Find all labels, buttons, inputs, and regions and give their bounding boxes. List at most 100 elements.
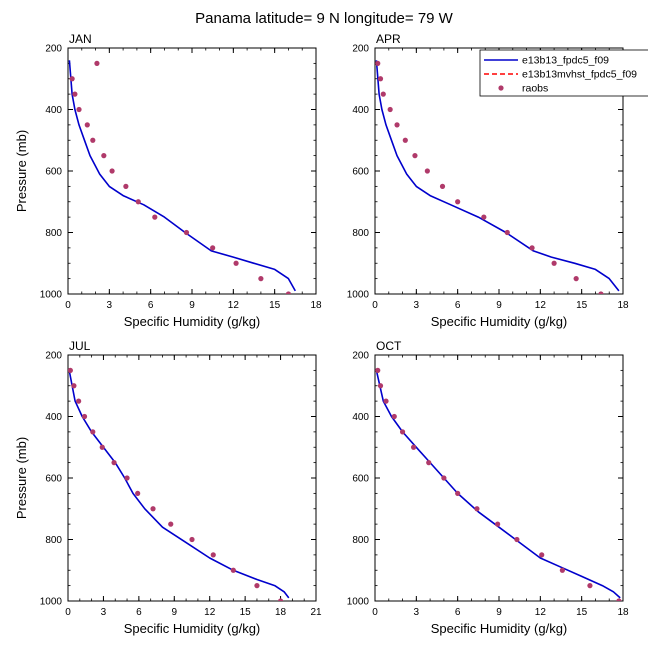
y-tick-label: 200 bbox=[352, 44, 369, 55]
panel-title: JUL bbox=[69, 339, 91, 353]
raobs-point bbox=[94, 60, 100, 66]
raobs-point bbox=[254, 583, 260, 589]
y-tick-label: 200 bbox=[45, 44, 62, 55]
x-tick-label: 12 bbox=[535, 300, 547, 311]
raobs-point bbox=[168, 521, 174, 527]
raobs-point bbox=[598, 291, 604, 294]
x-axis-label: Specific Humidity (g/kg) bbox=[431, 621, 568, 636]
raobs-point bbox=[375, 60, 381, 66]
raobs-point bbox=[375, 367, 381, 373]
legend: e13b13_fpdc5_f09 e13b13mvhst_fpdc5_f09rao… bbox=[479, 49, 648, 97]
raobs-point bbox=[391, 413, 397, 420]
x-tick-label: 9 bbox=[172, 607, 178, 618]
x-tick-label: 0 bbox=[65, 607, 71, 618]
legend-label: e13b13mvhst_fpdc5_f09 bbox=[522, 69, 637, 81]
series-line-e13b13_fpdc5_f09 bbox=[375, 60, 620, 292]
raobs-point bbox=[230, 567, 236, 573]
legend-box bbox=[479, 49, 648, 97]
y-tick-label: 400 bbox=[352, 412, 369, 423]
raobs-point bbox=[109, 168, 115, 174]
raobs-point bbox=[152, 214, 158, 220]
y-axis-label: Pressure (mb) bbox=[14, 437, 29, 519]
raobs-point bbox=[402, 137, 408, 143]
raobs-point bbox=[424, 168, 430, 174]
x-tick-label: 6 bbox=[455, 607, 461, 618]
raobs-point bbox=[123, 183, 129, 189]
raobs-point bbox=[455, 490, 461, 496]
panel-title: JAN bbox=[69, 32, 92, 46]
raobs-point bbox=[277, 598, 284, 601]
raobs-point bbox=[68, 367, 73, 373]
y-tick-label: 800 bbox=[45, 535, 62, 546]
x-tick-label: 6 bbox=[148, 300, 154, 311]
raobs-point bbox=[84, 122, 90, 128]
x-tick-label: 15 bbox=[269, 300, 281, 311]
y-tick-label: 1000 bbox=[40, 290, 63, 301]
raobs-point bbox=[514, 536, 520, 543]
x-tick-label: 0 bbox=[372, 300, 378, 311]
raobs-point bbox=[551, 260, 557, 266]
x-tick-label: 21 bbox=[310, 607, 322, 618]
raobs-point bbox=[383, 398, 389, 404]
x-axis-label: Specific Humidity (g/kg) bbox=[124, 621, 261, 636]
x-tick-label: 9 bbox=[496, 300, 502, 311]
x-tick-label: 15 bbox=[240, 607, 252, 618]
y-tick-label: 1000 bbox=[347, 597, 370, 608]
x-tick-label: 0 bbox=[65, 300, 71, 311]
plot-area bbox=[375, 60, 620, 294]
x-tick-label: 12 bbox=[204, 607, 216, 618]
plot-frame bbox=[374, 354, 624, 602]
raobs-point bbox=[183, 229, 190, 236]
raobs-point bbox=[71, 383, 77, 389]
y-tick-label: 200 bbox=[45, 351, 62, 362]
raobs-point bbox=[81, 413, 88, 420]
x-tick-label: 0 bbox=[372, 607, 378, 618]
panel-jul: 0 3 6 9 12 15 18 21 200 400 600 800 1000 JUL Specific … bbox=[14, 339, 322, 636]
x-tick-label: 9 bbox=[189, 300, 195, 311]
y-tick-label: 600 bbox=[45, 474, 62, 485]
x-tick-label: 15 bbox=[576, 607, 588, 618]
raobs-point bbox=[380, 91, 386, 97]
raobs-point bbox=[441, 475, 447, 481]
panel-oct: 0 3 6 9 12 15 18 200 400 600 800 1000 OCT Specific Hu… bbox=[347, 339, 629, 636]
x-axis-label: Specific Humidity (g/kg) bbox=[431, 314, 568, 329]
panel-apr: 0 3 6 9 12 15 18 200 400 600 800 1000 APR Specific Hu… bbox=[347, 32, 629, 329]
x-tick-label: 18 bbox=[617, 300, 629, 311]
raobs-point bbox=[539, 552, 545, 558]
raobs-point bbox=[258, 276, 264, 282]
panel-title: OCT bbox=[376, 339, 402, 353]
x-tick-label: 6 bbox=[455, 300, 461, 311]
plot-frame bbox=[67, 354, 317, 602]
raobs-point bbox=[410, 444, 417, 450]
panel-jan: 0 3 6 9 12 15 18 200 400 600 800 1000 JAN Specific Hu… bbox=[14, 32, 322, 329]
x-tick-label: 3 bbox=[101, 607, 107, 618]
raobs-point bbox=[72, 91, 78, 97]
raobs-point bbox=[69, 76, 75, 82]
panel-title: APR bbox=[376, 32, 401, 46]
legend-label: raobs bbox=[522, 83, 548, 95]
x-tick-label: 12 bbox=[535, 607, 547, 618]
raobs-point bbox=[135, 199, 141, 205]
y-tick-label: 400 bbox=[352, 105, 369, 116]
raobs-point bbox=[412, 153, 418, 159]
y-tick-label: 1000 bbox=[40, 597, 63, 608]
raobs-point bbox=[285, 291, 292, 294]
y-tick-label: 800 bbox=[45, 228, 62, 239]
raobs-point bbox=[529, 245, 535, 251]
y-tick-label: 800 bbox=[352, 228, 369, 239]
x-tick-label: 3 bbox=[107, 300, 113, 311]
y-tick-label: 1000 bbox=[347, 290, 370, 301]
x-tick-label: 18 bbox=[617, 607, 629, 618]
x-tick-label: 3 bbox=[414, 607, 420, 618]
legend-swatch-dot bbox=[498, 85, 504, 91]
series-line-e13b13_fpdc5_f09 bbox=[375, 370, 621, 599]
raobs-point bbox=[439, 183, 446, 189]
raobs-point bbox=[455, 199, 461, 205]
raobs-point bbox=[233, 260, 239, 266]
raobs-point bbox=[559, 567, 565, 573]
raobs-point bbox=[189, 536, 195, 543]
x-tick-label: 15 bbox=[576, 300, 588, 311]
raobs-point bbox=[99, 444, 105, 450]
plot-area bbox=[375, 367, 622, 601]
raobs-point bbox=[90, 429, 96, 435]
